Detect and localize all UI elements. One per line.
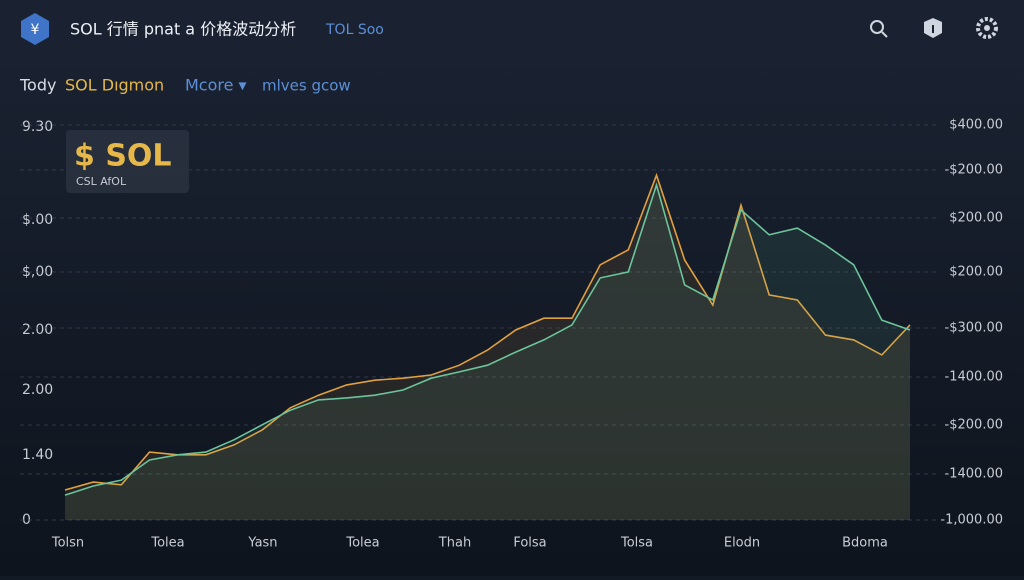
price-area: [65, 185, 910, 520]
app-tag: TOL Soo: [325, 22, 384, 38]
price-line: [64, 182, 911, 496]
badge: [66, 130, 189, 193]
x-axis-label: Tolea: [150, 536, 184, 551]
x-axis-label: Elodn: [724, 536, 760, 551]
right-axis-label: $400.00: [949, 118, 1003, 133]
link[interactable]: mlves gсow: [262, 77, 351, 95]
right-axis-label: $200.00: [949, 265, 1003, 280]
price-line: [64, 172, 911, 491]
left-axis-label: 1.40: [22, 447, 53, 463]
badge-title: $ SOL: [74, 139, 172, 174]
logo-icon: ¥: [31, 22, 40, 38]
x-axis-label: Bdoma: [842, 536, 888, 551]
toolbar-label: Tody: [19, 76, 56, 95]
app-title: SOL 行情 pnat a 价格波动分析: [70, 20, 296, 39]
info-icon[interactable]: [924, 18, 942, 38]
menu[interactable]: Mcore ▾: [185, 76, 247, 95]
x-axis-label: Thah: [438, 536, 471, 551]
right-axis-label: -$300.00: [945, 321, 1003, 336]
right-axis-label: -1,000.00: [940, 513, 1003, 528]
right-axis-label: -$200.00: [945, 163, 1003, 178]
price-area: [65, 175, 910, 520]
left-axis-label: 2.00: [22, 322, 53, 338]
x-axis-label: Tolea: [345, 536, 379, 551]
settings-icon[interactable]: [976, 17, 998, 39]
left-axis-label: 2.00: [22, 382, 53, 398]
right-axis-label: -$200.00: [945, 418, 1003, 433]
badge-subtitle: CSL AfOL: [76, 175, 127, 188]
symbol[interactable]: SOL Dıgmon: [65, 76, 164, 95]
header-bar: [0, 0, 1024, 60]
x-axis-label: Tolsa: [620, 536, 653, 551]
left-axis-label: $.00: [22, 212, 53, 228]
x-axis-label: Folsa: [513, 536, 546, 551]
right-axis-label: -1400.00: [945, 467, 1003, 482]
left-axis-label: 0: [22, 512, 31, 528]
logo[interactable]: [21, 13, 49, 45]
right-axis-label: -1400.00: [945, 370, 1003, 385]
right-axis-label: $200.00: [949, 211, 1003, 226]
x-axis-label: Yasn: [247, 536, 277, 551]
left-axis-label: 9.30: [22, 119, 53, 135]
x-axis-label: Tolsn: [51, 536, 84, 551]
search-icon[interactable]: [870, 20, 888, 38]
